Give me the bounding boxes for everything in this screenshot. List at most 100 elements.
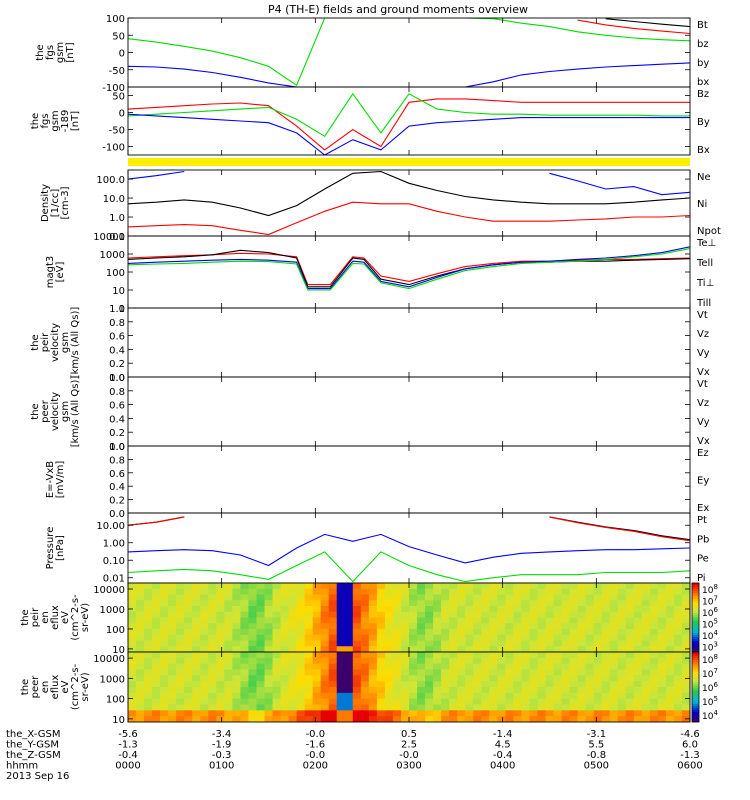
heatmap-cell bbox=[360, 681, 370, 688]
heatmap-cell bbox=[497, 692, 506, 700]
heatmap-cell bbox=[264, 623, 274, 630]
heatmap-cell bbox=[641, 611, 651, 619]
heatmap-cell bbox=[256, 710, 266, 717]
heatmap-cell bbox=[304, 687, 314, 694]
heatmap-cell bbox=[376, 600, 386, 607]
heatmap-cell bbox=[176, 617, 185, 624]
ephemeris-label: the_Y-GSM bbox=[6, 740, 59, 751]
heatmap-cell bbox=[344, 692, 354, 700]
heatmap-cell bbox=[160, 629, 169, 636]
heatmap-cell bbox=[304, 657, 314, 665]
heatmap-cell bbox=[240, 583, 250, 590]
heatmap-cell bbox=[232, 634, 241, 642]
heatmap-cell bbox=[497, 646, 506, 652]
legend-Npot: Npot bbox=[697, 226, 721, 237]
heatmap-cell bbox=[569, 669, 579, 676]
heatmap-cell bbox=[336, 704, 346, 711]
heatmap-cell bbox=[633, 629, 643, 636]
heatmap-cell bbox=[665, 634, 675, 642]
heatmap-cell bbox=[168, 704, 177, 711]
heatmap-cell bbox=[224, 623, 233, 630]
heatmap-cell bbox=[152, 629, 161, 636]
heatmap-cell bbox=[328, 669, 338, 676]
heatmap-cell bbox=[248, 634, 258, 642]
heatmap-cell bbox=[312, 663, 322, 671]
y-tick-label: 0.2 bbox=[109, 428, 125, 439]
heatmap-cell bbox=[176, 652, 185, 659]
heatmap-cell bbox=[184, 663, 193, 671]
heatmap-cell bbox=[561, 687, 571, 694]
heatmap-cell bbox=[545, 588, 555, 596]
heatmap-cell bbox=[216, 663, 225, 671]
heatmap-cell bbox=[673, 594, 683, 601]
heatmap-cell bbox=[425, 583, 434, 590]
colorbar-segment bbox=[692, 603, 699, 606]
heatmap-cell bbox=[537, 588, 547, 596]
heatmap-cell bbox=[673, 640, 683, 647]
heatmap-cell bbox=[633, 652, 643, 659]
heatmap-cell bbox=[272, 663, 282, 671]
heatmap-cell bbox=[425, 681, 434, 688]
heatmap-cell bbox=[184, 640, 193, 647]
heatmap-cell bbox=[232, 669, 241, 676]
heatmap-cell bbox=[521, 663, 531, 671]
heatmap-cell bbox=[497, 594, 506, 601]
heatmap-cell bbox=[497, 716, 506, 722]
series-Npot bbox=[128, 170, 690, 196]
heatmap-cell bbox=[160, 681, 169, 688]
heatmap-cell bbox=[128, 698, 137, 706]
heatmap-cell bbox=[649, 606, 659, 613]
colorbar-segment bbox=[692, 714, 699, 717]
heatmap-cell bbox=[593, 692, 603, 700]
heatmap-cell bbox=[272, 640, 282, 647]
heatmap-cell bbox=[609, 588, 619, 596]
y-tick-label: 1000 bbox=[100, 674, 125, 685]
heatmap-cell bbox=[521, 594, 531, 601]
heatmap-cell bbox=[425, 600, 434, 607]
heatmap-cell bbox=[304, 606, 314, 613]
heatmap-cell bbox=[505, 687, 514, 694]
heatmap-cell bbox=[505, 657, 514, 665]
y-axis-label: [nT] bbox=[70, 111, 81, 131]
heatmap-cell bbox=[625, 710, 635, 717]
heatmap-cell bbox=[657, 692, 667, 700]
heatmap-cell bbox=[368, 634, 378, 642]
heatmap-cell bbox=[232, 646, 241, 652]
heatmap-cell bbox=[673, 698, 683, 706]
heatmap-cell bbox=[368, 657, 378, 665]
heatmap-cell bbox=[457, 657, 466, 665]
heatmap-cell bbox=[665, 611, 675, 619]
heatmap-cell bbox=[128, 704, 137, 711]
heatmap-cell bbox=[176, 663, 185, 671]
heatmap-cell bbox=[465, 606, 474, 613]
heatmap-cell bbox=[617, 698, 627, 706]
heatmap-cell bbox=[320, 687, 330, 694]
heatmap-cell bbox=[280, 704, 290, 711]
colorbar-segment bbox=[692, 645, 699, 648]
heatmap-cell bbox=[304, 594, 314, 601]
heatmap-cell bbox=[425, 594, 434, 601]
heatmap-cell bbox=[665, 594, 675, 601]
heatmap-cell bbox=[577, 687, 587, 694]
heatmap-cell bbox=[160, 710, 169, 717]
heatmap-cell bbox=[665, 606, 675, 613]
heatmap-cell bbox=[240, 669, 250, 676]
y-axis-label: [cm-3] bbox=[60, 186, 71, 219]
heatmap-cell bbox=[481, 640, 490, 647]
heatmap-cell bbox=[128, 692, 137, 700]
heatmap-cell bbox=[160, 583, 169, 590]
series-Ti⊥ bbox=[128, 246, 690, 290]
heatmap-cell bbox=[505, 716, 514, 722]
heatmap-cell bbox=[288, 623, 298, 630]
heatmap-cell bbox=[537, 640, 547, 647]
heatmap-cell bbox=[192, 663, 201, 671]
colorbar-segment bbox=[692, 639, 699, 642]
heatmap-cell bbox=[336, 681, 346, 688]
heatmap-cell bbox=[513, 606, 522, 613]
heatmap-cell bbox=[192, 640, 201, 647]
heatmap-cell bbox=[481, 710, 490, 717]
heatmap-cell bbox=[577, 681, 587, 688]
heatmap-cell bbox=[481, 687, 490, 694]
heatmap-cell bbox=[633, 716, 643, 722]
